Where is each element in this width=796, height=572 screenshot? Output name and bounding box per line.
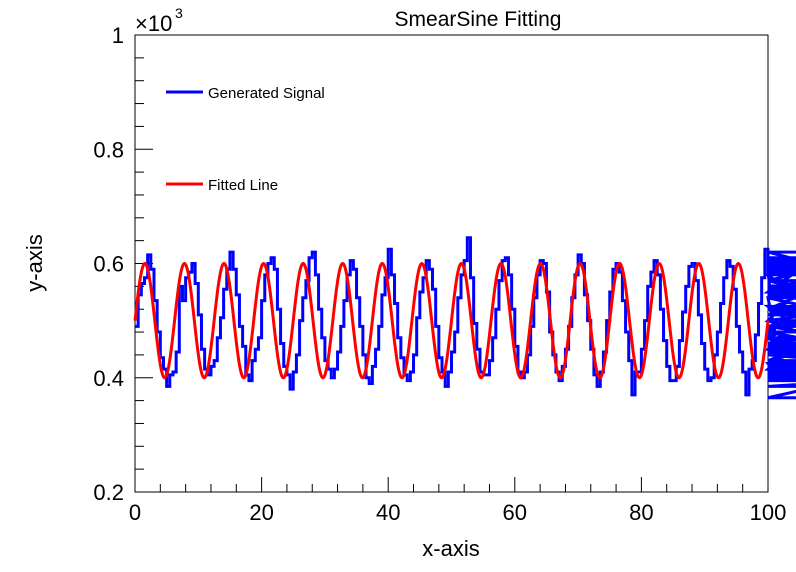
- series-fitted-line: [133, 261, 770, 380]
- y-tick-label: 0.8: [93, 137, 124, 162]
- y-tick-label: 0.6: [93, 252, 124, 277]
- x-tick-label: 60: [503, 500, 527, 525]
- y-axis-title: y-axis: [22, 234, 47, 291]
- chart-title: SmearSine Fitting: [395, 8, 562, 31]
- y-tick-label: 0.2: [93, 480, 124, 505]
- y-multiplier-exponent: 3: [175, 5, 183, 21]
- x-axis-title: x-axis: [422, 536, 479, 561]
- legend-label-fitted-line: Fitted Line: [208, 177, 278, 194]
- x-tick-label: 0: [129, 500, 141, 525]
- y-tick-label: 1: [112, 23, 124, 48]
- y-tick-labels: 0.2 0.4 0.6 0.8 1: [93, 23, 124, 505]
- legend: Generated Signal Fitted Line: [166, 85, 325, 194]
- x-tick-label: 80: [629, 500, 653, 525]
- x-tick-label: 20: [249, 500, 273, 525]
- x-tick-label: 100: [750, 500, 787, 525]
- x-tick-label: 40: [376, 500, 400, 525]
- series-layer: [133, 236, 796, 400]
- y-multiplier-label: ×10: [135, 11, 172, 36]
- y-tick-label: 0.4: [93, 366, 124, 391]
- legend-label-generated-signal: Generated Signal: [208, 85, 325, 102]
- x-tick-labels: 0 20 40 60 80 100: [129, 500, 786, 525]
